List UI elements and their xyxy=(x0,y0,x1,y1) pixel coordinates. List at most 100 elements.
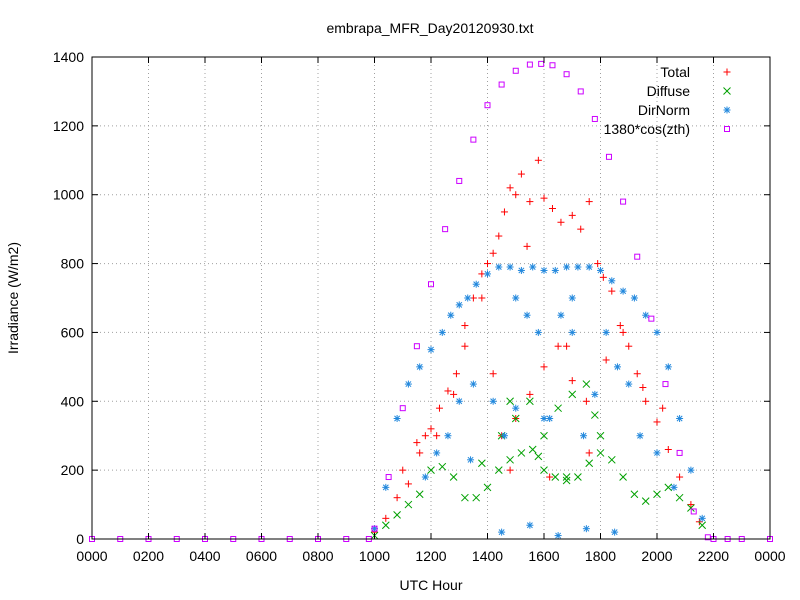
data-point xyxy=(568,377,576,385)
data-point xyxy=(517,449,526,457)
data-point xyxy=(639,384,647,392)
legend-label: Diffuse xyxy=(647,83,691,99)
data-point xyxy=(483,483,492,492)
data-point xyxy=(506,466,514,474)
y-tick-label: 1200 xyxy=(53,118,84,134)
data-point xyxy=(563,71,570,78)
data-point xyxy=(605,153,612,160)
data-point xyxy=(526,521,534,529)
data-point xyxy=(611,528,619,536)
data-point xyxy=(506,184,514,192)
data-point xyxy=(554,532,562,540)
data-point xyxy=(428,281,434,288)
data-point xyxy=(562,476,571,485)
data-point xyxy=(413,439,421,447)
data-point xyxy=(577,225,585,233)
data-point xyxy=(489,370,497,378)
data-point xyxy=(506,397,514,406)
data-point xyxy=(659,404,667,412)
data-point xyxy=(456,177,463,184)
y-tick-label: 0 xyxy=(76,531,84,547)
data-point xyxy=(484,102,491,109)
data-point xyxy=(444,387,452,395)
data-point xyxy=(404,500,413,509)
data-point xyxy=(484,270,491,278)
data-point xyxy=(371,525,378,532)
x-tick-label: 1400 xyxy=(472,548,503,564)
data-point xyxy=(642,311,650,319)
data-point xyxy=(664,363,672,371)
data-point xyxy=(472,493,481,502)
x-tick-label: 0800 xyxy=(302,548,333,564)
data-point xyxy=(596,449,605,457)
data-point xyxy=(704,534,711,541)
data-point xyxy=(517,170,525,178)
data-point xyxy=(554,404,562,413)
data-point xyxy=(676,449,683,456)
data-point xyxy=(653,328,661,336)
data-point xyxy=(511,414,520,423)
data-point xyxy=(540,431,548,440)
data-point xyxy=(404,380,412,388)
data-point xyxy=(540,194,548,202)
data-point xyxy=(591,115,598,122)
data-point xyxy=(636,432,644,440)
data-point xyxy=(467,456,475,464)
data-point xyxy=(563,263,571,271)
data-point xyxy=(540,266,548,274)
data-point xyxy=(620,198,627,205)
y-tick-label: 600 xyxy=(61,324,85,340)
data-point xyxy=(648,315,655,322)
data-point xyxy=(500,208,508,216)
legend-label: 1380*cos(zth) xyxy=(604,121,690,137)
data-point xyxy=(630,490,639,499)
legend-marker xyxy=(723,68,731,76)
data-point xyxy=(582,525,590,533)
data-point xyxy=(447,311,455,319)
data-point xyxy=(540,466,548,474)
data-point xyxy=(528,445,537,454)
data-point xyxy=(577,88,584,95)
data-point xyxy=(633,370,641,378)
data-point xyxy=(540,415,548,422)
data-point xyxy=(608,287,616,295)
data-point xyxy=(548,204,556,212)
data-point xyxy=(551,266,559,274)
data-point xyxy=(599,273,607,281)
data-point xyxy=(385,474,392,481)
legend-marker xyxy=(724,126,730,132)
data-point xyxy=(585,459,594,468)
data-point xyxy=(687,466,695,474)
data-point xyxy=(472,280,480,288)
data-point xyxy=(416,363,424,371)
data-point xyxy=(382,483,390,491)
data-point xyxy=(568,390,577,399)
data-point xyxy=(698,521,707,530)
data-point xyxy=(554,342,562,350)
data-point xyxy=(585,263,593,271)
data-point xyxy=(449,473,458,481)
data-point xyxy=(382,514,390,522)
data-point xyxy=(582,380,591,388)
gridlines xyxy=(92,57,770,539)
data-point xyxy=(427,425,435,433)
y-tick-label: 200 xyxy=(61,462,85,478)
data-point xyxy=(630,294,638,302)
data-point xyxy=(619,328,627,336)
series-DirNorm xyxy=(371,263,706,540)
data-point xyxy=(549,62,556,69)
data-point xyxy=(619,473,627,481)
data-point xyxy=(607,455,616,464)
data-point xyxy=(597,266,604,274)
data-point xyxy=(444,432,452,440)
data-point xyxy=(590,411,599,419)
data-point xyxy=(523,311,531,319)
x-tick-label: 1000 xyxy=(359,548,390,564)
legend-marker xyxy=(723,87,731,95)
data-point xyxy=(676,473,684,481)
data-point xyxy=(634,253,641,260)
data-point xyxy=(534,452,543,461)
data-point xyxy=(594,260,602,268)
data-point xyxy=(540,363,548,371)
data-point xyxy=(399,405,406,412)
